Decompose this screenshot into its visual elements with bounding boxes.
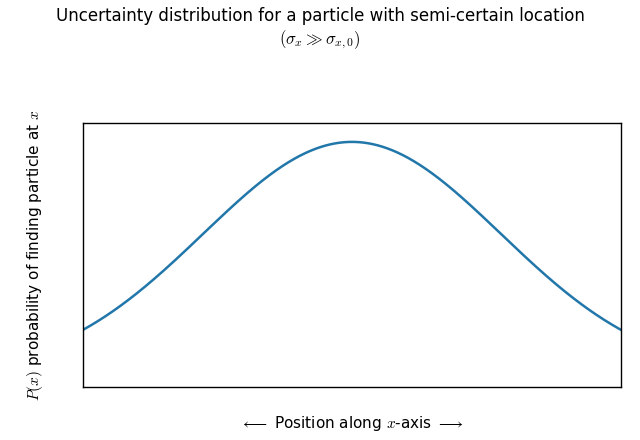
Text: Uncertainty distribution for a particle with semi-certain location: Uncertainty distribution for a particle … xyxy=(56,7,584,25)
Text: $(\sigma_x \gg \sigma_{x,0})$: $(\sigma_x \gg \sigma_{x,0})$ xyxy=(279,29,361,51)
Text: $P(x)$ probability of finding particle at $x$: $P(x)$ probability of finding particle a… xyxy=(25,110,45,401)
Text: $\longleftarrow$ Position along $x$-axis $\longrightarrow$: $\longleftarrow$ Position along $x$-axis… xyxy=(240,414,464,433)
